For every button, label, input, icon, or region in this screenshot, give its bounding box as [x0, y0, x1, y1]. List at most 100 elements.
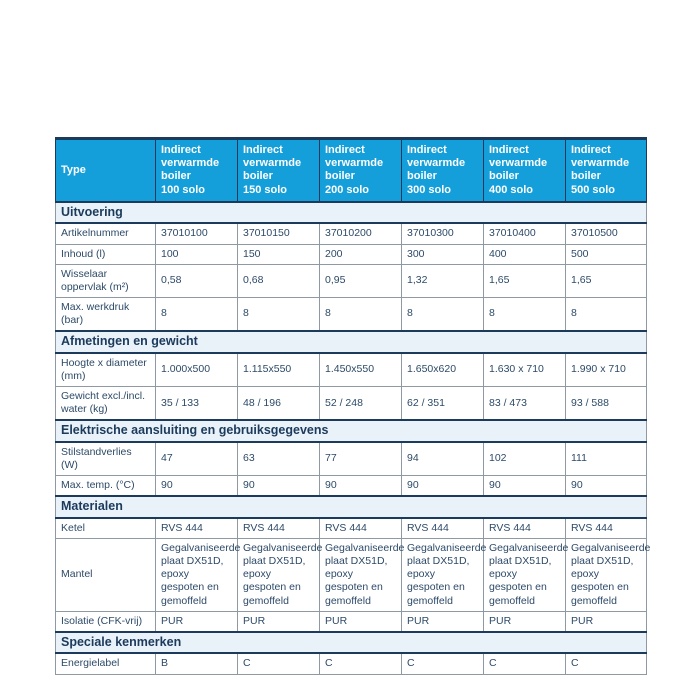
value-cell: Gegalvaniseerde plaat DX51D, epoxy gespo… — [237, 538, 322, 612]
value-cell: 48 / 196 — [237, 386, 320, 421]
row-label: Max. werkdruk (bar) — [55, 296, 156, 332]
value-cell: 150 — [237, 243, 320, 265]
value-cell: C — [483, 652, 566, 675]
value-cell: 77 — [319, 441, 402, 477]
row-label: Hoogte x diameter (mm) — [55, 352, 156, 387]
value-cell: Gegalvaniseerde plaat DX51D, epoxy gespo… — [319, 538, 404, 612]
value-cell: 1.450x550 — [319, 352, 402, 387]
value-cell: 102 — [483, 441, 566, 477]
section-title: Materialen — [55, 495, 647, 519]
value-cell: PUR — [565, 610, 647, 633]
value-cell: RVS 444 — [319, 517, 402, 539]
value-cell: 8 — [565, 296, 647, 332]
table-row: Artikelnummer 37010100 37010150 37010200 370… — [55, 222, 647, 245]
value-cell: 37010200 — [319, 222, 402, 245]
column-model: 150 solo — [243, 183, 288, 196]
value-cell: 90 — [401, 475, 484, 497]
value-cell: 400 — [483, 243, 566, 265]
column-model: 500 solo — [571, 183, 616, 196]
value-cell: RVS 444 — [401, 517, 484, 539]
value-cell: 8 — [401, 296, 484, 332]
value-cell: 94 — [401, 441, 484, 477]
value-cell: C — [401, 652, 484, 675]
column-title: Indirect verwarmde boiler — [489, 144, 548, 183]
value-cell: 90 — [319, 475, 402, 497]
value-cell: 1.990 x 710 — [565, 352, 647, 387]
value-cell: 35 / 133 — [155, 386, 238, 421]
value-cell: 8 — [237, 296, 320, 332]
table-row: Hoogte x diameter (mm) 1.000x500 1.115x550… — [55, 352, 647, 387]
value-cell: RVS 444 — [155, 517, 238, 539]
value-cell: 37010100 — [155, 222, 238, 245]
value-cell: 90 — [237, 475, 320, 497]
value-cell: 37010400 — [483, 222, 566, 245]
value-cell: C — [319, 652, 402, 675]
value-cell: 1,65 — [565, 263, 647, 298]
value-cell: Gegalvaniseerde plaat DX51D, epoxy gespo… — [483, 538, 568, 612]
section-title: Speciale kenmerken — [55, 630, 647, 655]
value-cell: C — [565, 652, 647, 675]
value-cell: 500 — [565, 243, 647, 265]
column-title: Indirect verwarmde boiler — [571, 144, 630, 183]
value-cell: 1,65 — [483, 263, 566, 298]
column-header-100-solo: Indirect verwarmde boiler 100 solo — [155, 136, 238, 203]
column-header-500-solo: Indirect verwarmde boiler 500 solo — [565, 136, 647, 203]
value-cell: 83 / 473 — [483, 386, 566, 421]
value-cell: 8 — [155, 296, 238, 332]
column-header-300-solo: Indirect verwarmde boiler 300 solo — [401, 136, 484, 203]
value-cell: RVS 444 — [483, 517, 566, 539]
column-title: Indirect verwarmde boiler — [161, 144, 220, 183]
table-row: Energielabel B C C C C C — [55, 652, 647, 675]
value-cell: 90 — [565, 475, 647, 497]
row-label: Max. temp. (°C) — [55, 475, 156, 497]
value-cell: RVS 444 — [565, 517, 647, 539]
section-row: Materialen — [55, 495, 647, 519]
value-cell: Gegalvaniseerde plaat DX51D, epoxy gespo… — [565, 538, 650, 612]
value-cell: 1.650x620 — [401, 352, 484, 387]
value-cell: PUR — [155, 610, 238, 633]
value-cell: RVS 444 — [237, 517, 320, 539]
row-label: Energielabel — [55, 652, 156, 675]
table-row: Max. werkdruk (bar) 8 8 8 8 8 8 — [55, 296, 647, 332]
value-cell: 100 — [155, 243, 238, 265]
section-row: Elektrische aansluiting en gebruiksgegev… — [55, 419, 647, 443]
row-label: Wisselaar oppervlak (m²) — [55, 263, 156, 298]
column-header-200-solo: Indirect verwarmde boiler 200 solo — [319, 136, 402, 203]
value-cell: B — [155, 652, 238, 675]
row-label: Mantel — [55, 538, 156, 612]
value-cell: 37010500 — [565, 222, 647, 245]
column-model: 400 solo — [489, 183, 534, 196]
table-row: Ketel RVS 444 RVS 444 RVS 444 RVS 444 RVS 444… — [55, 517, 647, 539]
value-cell: 200 — [319, 243, 402, 265]
section-title: Uitvoering — [55, 200, 647, 225]
value-cell: PUR — [401, 610, 484, 633]
column-model: 300 solo — [407, 183, 452, 196]
section-title: Elektrische aansluiting en gebruiksgegev… — [55, 419, 647, 443]
value-cell: Gegalvaniseerde plaat DX51D, epoxy gespo… — [401, 538, 486, 612]
value-cell: 0,58 — [155, 263, 238, 298]
value-cell: 1.000x500 — [155, 352, 238, 387]
value-cell: 0,68 — [237, 263, 320, 298]
row-label: Gewicht excl./incl. water (kg) — [55, 386, 156, 421]
value-cell: 0,95 — [319, 263, 402, 298]
row-label: Isolatie (CFK-vrij) — [55, 610, 156, 633]
column-title: Indirect verwarmde boiler — [407, 144, 466, 183]
row-label: Stilstandverlies (W) — [55, 441, 156, 477]
section-row: Afmetingen en gewicht — [55, 330, 647, 354]
value-cell: 111 — [565, 441, 647, 477]
value-cell: 37010300 — [401, 222, 484, 245]
table-header-row: Type Indirect verwarmde boiler 100 solo … — [55, 136, 647, 203]
value-cell: 37010150 — [237, 222, 320, 245]
row-label: Inhoud (l) — [55, 243, 156, 265]
table-row: Max. temp. (°C) 90 90 90 90 90 90 — [55, 475, 647, 497]
table-row: Inhoud (l) 100 150 200 300 400 500 — [55, 243, 647, 265]
column-header-150-solo: Indirect verwarmde boiler 150 solo — [237, 136, 320, 203]
value-cell: 1,32 — [401, 263, 484, 298]
section-row: Speciale kenmerken — [55, 630, 647, 655]
row-label: Artikelnummer — [55, 222, 156, 245]
column-header-400-solo: Indirect verwarmde boiler 400 solo — [483, 136, 566, 203]
value-cell: 1.115x550 — [237, 352, 320, 387]
table-row: Stilstandverlies (W) 47 63 77 94 102 111 — [55, 441, 647, 477]
table-row: Wisselaar oppervlak (m²) 0,58 0,68 0,95 1,32… — [55, 263, 647, 298]
